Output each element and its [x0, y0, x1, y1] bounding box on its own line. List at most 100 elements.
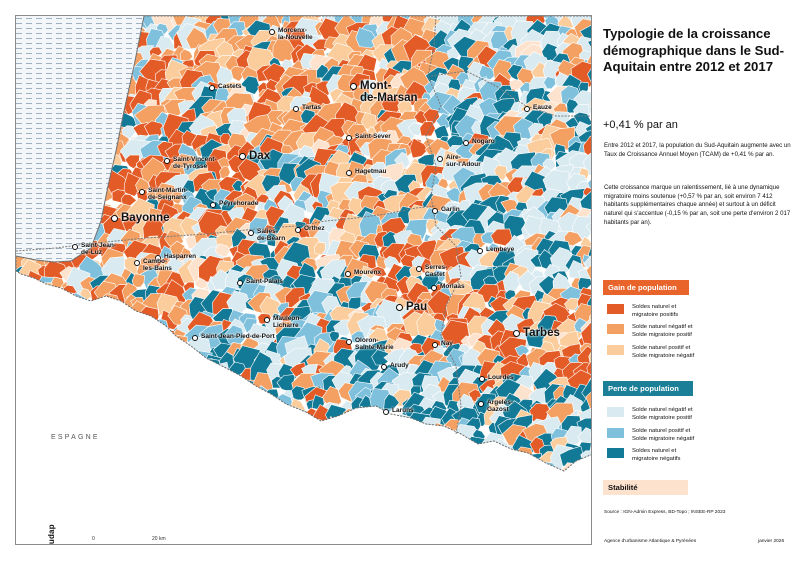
legend-gain-header: Gain de population	[603, 280, 689, 295]
legend-item-gain-3: Solde naturel positif et Solde migratoir…	[607, 344, 694, 360]
city-name: Lembeye	[486, 246, 515, 253]
city-marker-icon	[432, 342, 438, 348]
city-marker-icon	[383, 409, 389, 415]
legend-swatch	[607, 407, 624, 417]
city-label: Saint-Jean-Pied-de-Port	[192, 333, 275, 341]
city-marker-icon	[139, 189, 145, 195]
city-label: Tarbes	[513, 327, 560, 339]
city-marker-icon	[479, 376, 485, 382]
city-label: Serres- Castet	[416, 264, 448, 279]
legend-swatch	[607, 345, 624, 355]
city-label: Arudy	[381, 362, 409, 370]
city-marker-icon	[345, 271, 351, 277]
city-label: Saint-Jean- de-Luz	[72, 242, 117, 257]
city-marker-icon	[239, 153, 246, 160]
city-name: Morcenx- la-Nouvelle	[278, 27, 313, 41]
city-label: Bayonne	[111, 212, 170, 224]
city-name: Lourdes	[488, 374, 514, 381]
city-name: Dax	[249, 150, 271, 162]
city-name: Oloron- Sainte-Marie	[355, 337, 394, 351]
city-marker-icon	[437, 156, 443, 162]
legend-swatch	[607, 448, 624, 458]
city-name: Tarbes	[523, 327, 560, 339]
scale-end: 20 km	[152, 536, 166, 542]
legend-loss-header: Perte de population	[603, 381, 693, 396]
city-name: Hasparren	[164, 253, 197, 260]
city-name: Tartas	[302, 104, 322, 111]
city-name: Mauléon- Licharre	[273, 315, 302, 329]
agency-credit: Agence d'urbanisme Atlantique & Pyrénées	[604, 539, 697, 544]
city-label: Dax	[239, 150, 270, 162]
city-marker-icon	[416, 266, 422, 272]
city-label: Tartas	[293, 104, 322, 112]
legend-swatch	[607, 324, 624, 334]
city-name: Saint-Martin- de-Seignanx	[148, 187, 188, 201]
audap-logo: audap	[46, 524, 56, 545]
city-label: Saint-Sever	[346, 133, 391, 141]
city-label: Aire- sur-l'Adour	[437, 154, 481, 169]
legend-label: Solde naturel négatif et Solde migratoir…	[632, 407, 693, 421]
city-marker-icon	[269, 29, 275, 35]
city-name: Saint-Vincent- de-Tyrosse	[173, 156, 217, 170]
city-marker-icon	[209, 85, 215, 91]
city-marker-icon	[350, 83, 357, 90]
legend-label: Solde naturel négatif et Solde migratoir…	[632, 324, 693, 338]
city-name: Serres- Castet	[425, 264, 448, 278]
city-label: Pau	[396, 301, 427, 313]
city-label: Garlin	[432, 206, 460, 214]
city-label: Orthez	[295, 225, 325, 233]
city-label: Saint-Palais	[237, 278, 283, 286]
legend-stability: Stabilité	[603, 480, 688, 495]
description-paragraph-2: Cette croissance marque un ralentissemen…	[604, 184, 791, 226]
city-marker-icon	[72, 244, 78, 250]
city-name: Salies- de-Béarn	[257, 228, 286, 242]
city-marker-icon	[295, 227, 301, 233]
legend-label: Solde naturel positif et Solde migratoir…	[632, 428, 695, 442]
city-label: Peyrehorade	[210, 200, 259, 208]
city-marker-icon	[293, 106, 299, 112]
legend-swatch	[607, 428, 624, 438]
city-name: Argelès- Gazost	[487, 399, 514, 413]
city-name: Castets	[218, 83, 242, 90]
city-name: Aire- sur-l'Adour	[446, 154, 481, 168]
city-marker-icon	[210, 202, 216, 208]
city-label: Nay	[432, 340, 453, 348]
city-name: Arudy	[390, 362, 409, 369]
legend-item-loss-3: Soldes naturel et migratoire négatifs	[607, 447, 680, 463]
ocean-area	[16, 16, 144, 262]
map-frame: Morcenx- la-Nouvelle Castets Tartas Mont- d…	[15, 15, 592, 545]
city-name: Saint-Jean- de-Luz	[81, 242, 117, 256]
choropleth-map	[16, 16, 591, 472]
city-name: Garlin	[441, 206, 460, 213]
city-name: Nay	[441, 340, 453, 347]
city-marker-icon	[513, 330, 520, 337]
city-name: Eauze	[533, 104, 552, 111]
city-label: Argelès- Gazost	[478, 399, 514, 414]
headline-rate: +0,41 % par an	[603, 119, 678, 131]
city-marker-icon	[524, 106, 530, 112]
source-note: Source : IGN-Admin Express, BD-Topo ; IN…	[604, 510, 726, 515]
city-label: Lourdes	[479, 374, 514, 382]
legend-item-loss-2: Solde naturel positif et Solde migratoir…	[607, 427, 694, 443]
city-name: Mourenx	[354, 269, 382, 276]
city-marker-icon	[346, 135, 352, 141]
city-marker-icon	[134, 260, 140, 266]
city-label: Nogaro	[463, 138, 495, 146]
city-marker-icon	[237, 280, 243, 286]
legend-item-gain-1: Soldes naturel et migratoire positifs	[607, 303, 678, 319]
city-name: Pau	[406, 301, 428, 313]
city-name: Cambo- les-Bains	[143, 258, 172, 272]
city-label: Laruns	[383, 407, 414, 415]
city-label: Saint-Vincent- de-Tyrosse	[164, 156, 217, 171]
city-marker-icon	[155, 255, 161, 261]
city-marker-icon	[111, 215, 118, 222]
city-label: Cambo- les-Bains	[134, 258, 172, 273]
legend-label: Soldes naturel et migratoire négatifs	[632, 448, 681, 462]
city-label: Oloron- Sainte-Marie	[346, 337, 394, 352]
city-name: Peyrehorade	[219, 200, 259, 207]
city-marker-icon	[396, 304, 403, 311]
city-name: Bayonne	[121, 212, 170, 224]
city-marker-icon	[432, 208, 438, 214]
legend-swatch	[607, 304, 624, 314]
city-name: Laruns	[392, 407, 414, 414]
